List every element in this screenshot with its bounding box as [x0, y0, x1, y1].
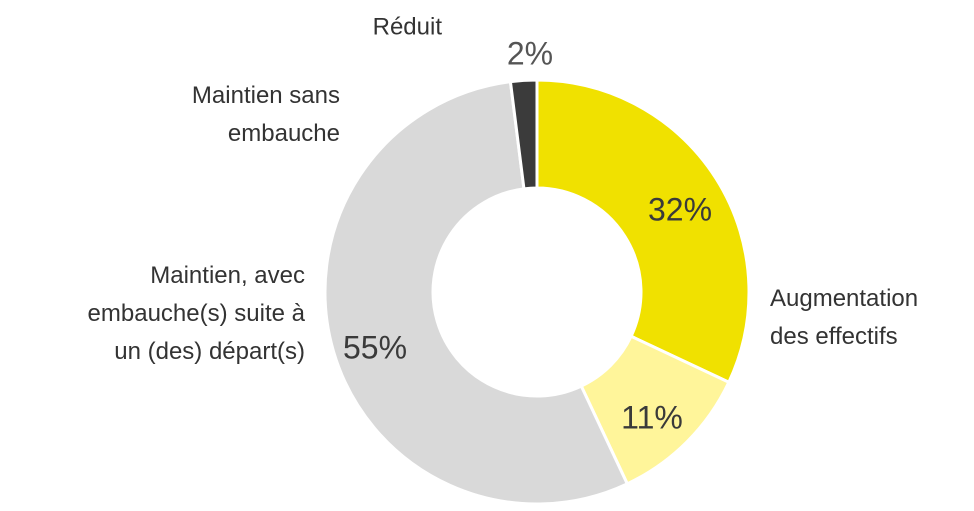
- donut-segment: [535, 78, 751, 385]
- category-label: Maintien sans embauche: [192, 82, 340, 147]
- category-label: Augmentation des effectifs: [770, 285, 918, 350]
- donut-segment: [323, 79, 630, 506]
- donut-segment: [508, 78, 539, 191]
- value-label: 2%: [507, 35, 553, 71]
- category-label: Réduit: [373, 13, 443, 40]
- category-label: Maintien, avec embauche(s) suite à un (des…: [88, 262, 306, 365]
- value-label: 11%: [621, 399, 683, 435]
- value-label: 32%: [648, 191, 712, 227]
- value-label: 55%: [343, 329, 407, 365]
